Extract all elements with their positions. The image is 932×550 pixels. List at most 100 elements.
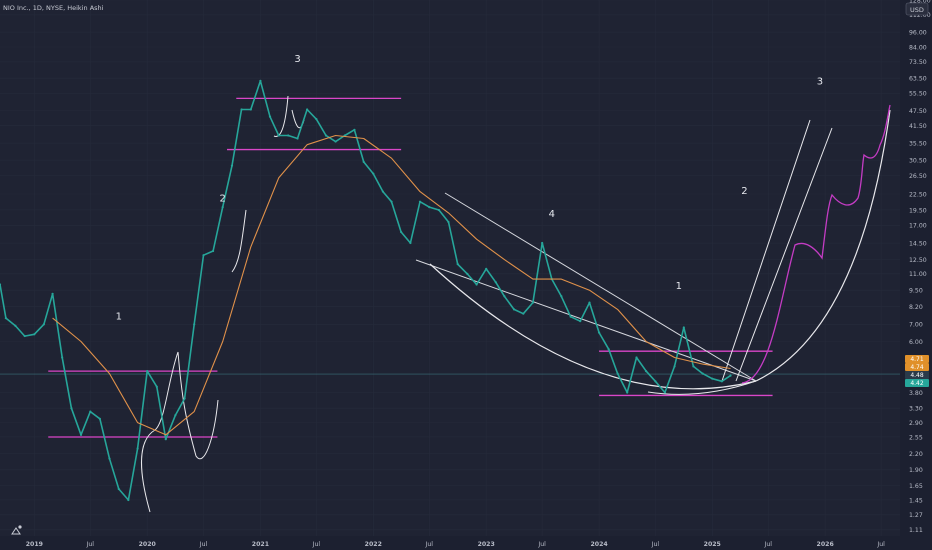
y-tick-label: 84.00 (909, 44, 927, 51)
price-point (362, 160, 365, 164)
price-point (334, 140, 337, 143)
price-point (381, 190, 384, 193)
x-tick-label: Jul (651, 541, 660, 548)
y-tick-label: 35.50 (909, 140, 927, 147)
price-point (353, 128, 356, 131)
price-badge-label: 4.74 (910, 364, 924, 371)
price-point (193, 323, 196, 326)
wave-label: 3 (817, 77, 823, 88)
y-tick-label: 1.45 (909, 497, 923, 504)
y-tick-label: 96.00 (909, 29, 927, 36)
price-point (306, 108, 309, 111)
price-series (0, 79, 732, 502)
currency-box[interactable] (905, 2, 929, 16)
y-tick-label: 41.50 (909, 123, 927, 130)
x-tick-label: 2023 (478, 541, 495, 548)
price-point (447, 220, 450, 224)
x-tick-label: 2022 (365, 541, 382, 548)
price-point (183, 397, 186, 400)
price-point (79, 433, 83, 436)
price-point (259, 79, 262, 82)
y-tick-label: 112.00 (909, 12, 931, 19)
wave-label: 1 (676, 281, 682, 292)
price-point (531, 301, 534, 304)
price-point (644, 370, 648, 373)
y-tick-label: 17.00 (909, 223, 927, 230)
x-tick-label: 2019 (26, 541, 43, 548)
y-tick-label: 22.50 (909, 191, 927, 198)
price-badge (905, 363, 929, 371)
wave-label: 3 (294, 54, 300, 65)
x-tick-label: 2025 (704, 541, 721, 548)
time-axis[interactable]: 2019 Jul 2020 Jul 2021 Jul 2022 Jul 2023 Jul 2024 J… (26, 541, 885, 548)
y-tick-label: 30.50 (909, 157, 927, 164)
price-point (409, 241, 412, 245)
wave-2-curve (231, 209, 247, 273)
price-point (51, 292, 54, 295)
price-point (202, 254, 205, 257)
wave-label: 2 (219, 194, 225, 205)
projection-line-1 (721, 119, 811, 382)
price-point (155, 385, 158, 388)
x-tick-label: Jul (764, 541, 773, 548)
price-axis[interactable]: 128.00 112.00 96.00 84.00 73.50 63.50 55.50 47.… (909, 0, 931, 534)
chart-title: NIO Inc., 1D, NYSE, Heikin Ashi (3, 4, 104, 12)
price-point (597, 331, 601, 334)
price-point (277, 134, 280, 137)
support-resistance-levels (48, 97, 773, 438)
price-point (692, 365, 695, 368)
price-point (70, 407, 73, 410)
x-tick-label: Jul (199, 541, 208, 548)
price-point (174, 414, 177, 417)
price-badge (905, 355, 929, 363)
bottom-arc-inner (647, 380, 757, 395)
y-tick-label: 9.50 (909, 288, 923, 295)
price-point (23, 334, 26, 338)
upper-channel-line (444, 192, 757, 382)
y-tick-label: 7.00 (909, 322, 923, 329)
y-tick-label: 8.20 (909, 304, 923, 311)
tradingview-logo-icon[interactable] (11, 525, 22, 535)
price-point (296, 137, 299, 140)
price-point (287, 134, 290, 137)
price-point (108, 457, 111, 460)
price-point (211, 249, 215, 253)
price-point (466, 272, 469, 275)
y-tick-label: 3.80 (909, 390, 923, 397)
x-tick-label: 2024 (590, 541, 608, 548)
x-tick-label: Jul (425, 541, 434, 548)
price-point (268, 115, 272, 118)
x-tick-label: 2026 (817, 541, 834, 548)
price-point (249, 108, 252, 111)
price-point (663, 391, 667, 394)
price-point (588, 301, 591, 304)
price-point (579, 320, 582, 323)
price-point (456, 263, 459, 266)
price-point (98, 417, 101, 420)
wave-label: 1 (116, 312, 122, 323)
bottom-arc (429, 263, 757, 390)
price-point (512, 308, 516, 311)
wave-label: 4 (549, 209, 555, 220)
wave-label: 2 (741, 186, 747, 197)
price-badge-label: 4.42 (910, 380, 924, 387)
price-point (626, 391, 629, 394)
projection-line-2 (735, 127, 833, 382)
price-point (324, 134, 328, 137)
price-point (437, 208, 440, 212)
price-point (503, 295, 506, 298)
price-point (400, 230, 403, 234)
plot-area (0, 0, 900, 536)
y-tick-label: 3.30 (909, 406, 923, 413)
moving-average-line (52, 134, 731, 436)
price-point (673, 365, 676, 368)
price-badge-label: 4.71 (910, 356, 924, 363)
projection-arc (755, 109, 891, 382)
x-tick-label: Jul (312, 541, 321, 548)
price-point (230, 164, 234, 167)
price-point (89, 410, 92, 413)
price-point (372, 172, 375, 175)
price-point (390, 200, 393, 203)
price-point (136, 447, 139, 450)
